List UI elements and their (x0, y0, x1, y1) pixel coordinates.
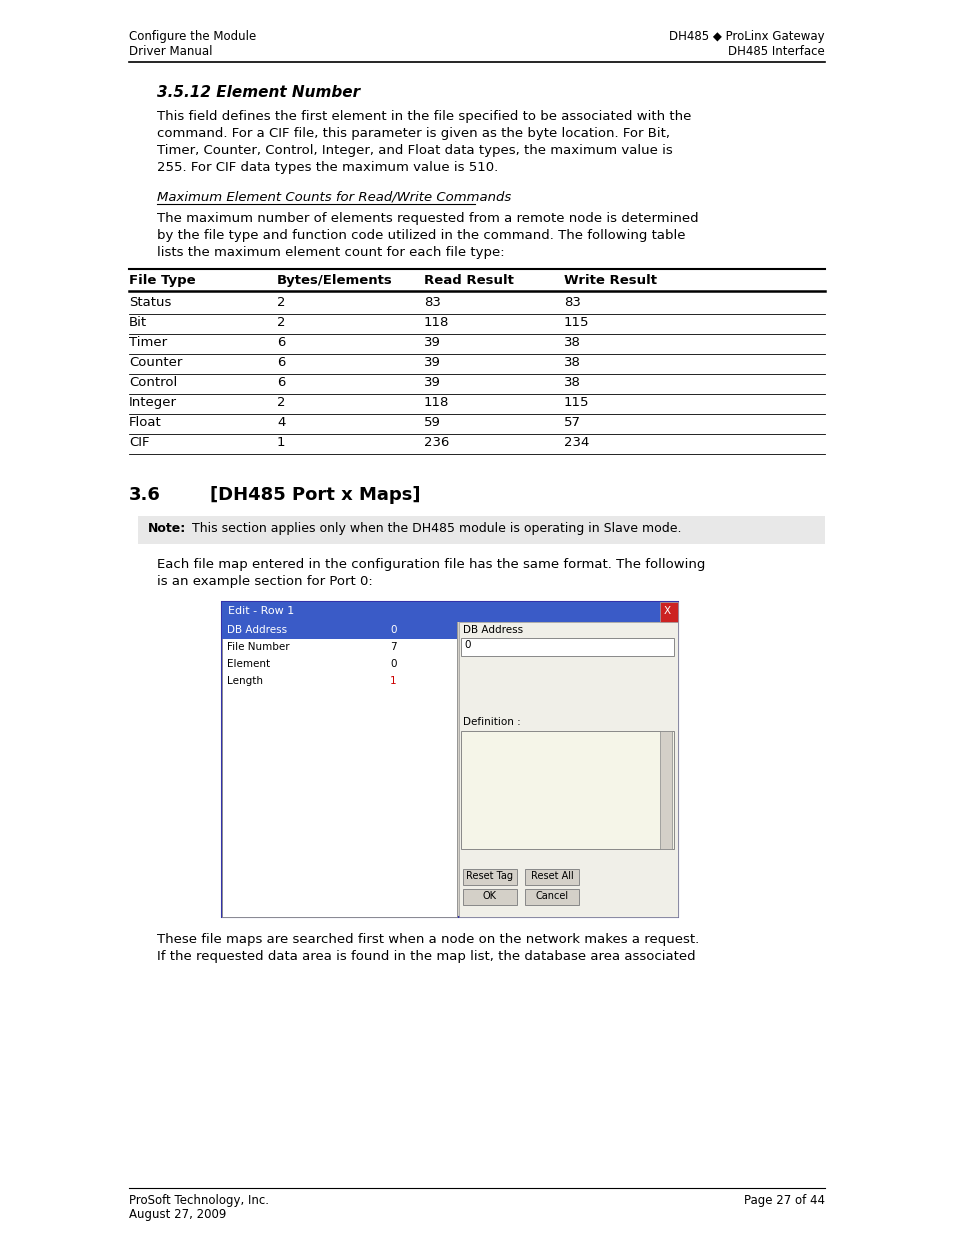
Text: If the requested data area is found in the map list, the database area associate: If the requested data area is found in t… (157, 950, 695, 963)
Text: 83: 83 (563, 296, 580, 309)
Text: OK: OK (482, 890, 497, 902)
Text: 7: 7 (390, 642, 396, 652)
Text: Float: Float (129, 416, 162, 429)
Text: DB Address: DB Address (227, 625, 287, 635)
Text: Page 27 of 44: Page 27 of 44 (743, 1194, 824, 1207)
Text: DH485 Interface: DH485 Interface (727, 44, 824, 58)
Text: 3.6: 3.6 (129, 487, 161, 504)
Text: 118: 118 (423, 396, 449, 409)
Bar (460, 731, 673, 848)
Text: 0: 0 (463, 640, 470, 650)
Bar (659, 601, 678, 622)
Text: These file maps are searched first when a node on the network makes a request.: These file maps are searched first when … (157, 932, 699, 946)
Text: Bytes/Elements: Bytes/Elements (276, 274, 393, 287)
Text: command. For a CIF file, this parameter is given as the byte location. For Bit,: command. For a CIF file, this parameter … (157, 127, 669, 140)
Text: This section applies only when the DH485 module is operating in Slave mode.: This section applies only when the DH485… (188, 522, 680, 535)
Text: is an example section for Port 0:: is an example section for Port 0: (157, 576, 373, 588)
Text: Timer, Counter, Control, Integer, and Float data types, the maximum value is: Timer, Counter, Control, Integer, and Fl… (157, 144, 672, 157)
Text: File Number: File Number (227, 642, 290, 652)
Bar (222, 601, 678, 622)
Text: 38: 38 (563, 336, 580, 350)
Text: 39: 39 (423, 375, 440, 389)
Text: ProSoft Technology, Inc.: ProSoft Technology, Inc. (129, 1194, 269, 1207)
Text: 3.5.12 Element Number: 3.5.12 Element Number (157, 85, 359, 100)
Text: DH485 ◆ ProLinx Gateway: DH485 ◆ ProLinx Gateway (669, 30, 824, 43)
Text: Status: Status (129, 296, 172, 309)
Text: Configure the Module: Configure the Module (129, 30, 256, 43)
Text: Bit: Bit (129, 316, 147, 329)
Text: 38: 38 (563, 356, 580, 369)
Text: Cancel: Cancel (535, 890, 568, 902)
Text: Driver Manual: Driver Manual (129, 44, 213, 58)
Text: This field defines the first element in the file specified to be associated with: This field defines the first element in … (157, 110, 691, 124)
Bar (458, 622, 678, 918)
Text: The maximum number of elements requested from a remote node is determined: The maximum number of elements requested… (157, 212, 698, 225)
Text: 57: 57 (563, 416, 580, 429)
Text: 83: 83 (423, 296, 440, 309)
Text: 118: 118 (423, 316, 449, 329)
Bar (462, 889, 517, 905)
Text: Element: Element (227, 659, 270, 669)
Bar (222, 622, 456, 918)
Text: File Type: File Type (129, 274, 195, 287)
Text: 6: 6 (276, 375, 285, 389)
Bar (524, 869, 578, 885)
Bar (222, 601, 678, 918)
Text: 115: 115 (563, 396, 589, 409)
Text: 6: 6 (276, 356, 285, 369)
Text: 0: 0 (390, 659, 396, 669)
Text: 115: 115 (563, 316, 589, 329)
Bar (138, 516, 824, 543)
Bar (659, 731, 671, 848)
Text: Maximum Element Counts for Read/Write Commands: Maximum Element Counts for Read/Write Co… (157, 190, 511, 203)
Text: 1: 1 (276, 436, 285, 450)
Text: 2: 2 (276, 396, 285, 409)
Text: 0: 0 (390, 625, 396, 635)
Text: Note:: Note: (148, 522, 186, 535)
Text: Integer: Integer (129, 396, 177, 409)
Text: Counter: Counter (129, 356, 182, 369)
Text: 255. For CIF data types the maximum value is 510.: 255. For CIF data types the maximum valu… (157, 161, 497, 174)
Text: 234: 234 (563, 436, 589, 450)
Text: 39: 39 (423, 336, 440, 350)
Text: 39: 39 (423, 356, 440, 369)
Text: lists the maximum element count for each file type:: lists the maximum element count for each… (157, 246, 504, 259)
Text: [DH485 Port x Maps]: [DH485 Port x Maps] (210, 487, 420, 504)
Bar (460, 638, 673, 656)
Text: Control: Control (129, 375, 177, 389)
Text: DB Address: DB Address (462, 625, 522, 635)
Text: 1: 1 (390, 676, 396, 685)
Text: Length: Length (227, 676, 263, 685)
Bar (524, 889, 578, 905)
Bar (222, 622, 456, 638)
Text: Reset Tag: Reset Tag (466, 871, 513, 881)
Text: 59: 59 (423, 416, 440, 429)
Text: 6: 6 (276, 336, 285, 350)
Text: 2: 2 (276, 296, 285, 309)
Text: CIF: CIF (129, 436, 150, 450)
Text: 236: 236 (423, 436, 449, 450)
Text: Edit - Row 1: Edit - Row 1 (228, 606, 294, 616)
Text: by the file type and function code utilized in the command. The following table: by the file type and function code utili… (157, 228, 685, 242)
Text: 2: 2 (276, 316, 285, 329)
Text: Write Result: Write Result (563, 274, 657, 287)
Text: X: X (663, 606, 670, 616)
Text: Timer: Timer (129, 336, 167, 350)
Text: 38: 38 (563, 375, 580, 389)
Text: Each file map entered in the configuration file has the same format. The followi: Each file map entered in the configurati… (157, 558, 704, 571)
Text: Definition :: Definition : (462, 718, 520, 727)
Text: August 27, 2009: August 27, 2009 (129, 1208, 226, 1221)
Text: 4: 4 (276, 416, 285, 429)
Text: Read Result: Read Result (423, 274, 514, 287)
Bar (462, 869, 517, 885)
Text: Reset All: Reset All (530, 871, 573, 881)
